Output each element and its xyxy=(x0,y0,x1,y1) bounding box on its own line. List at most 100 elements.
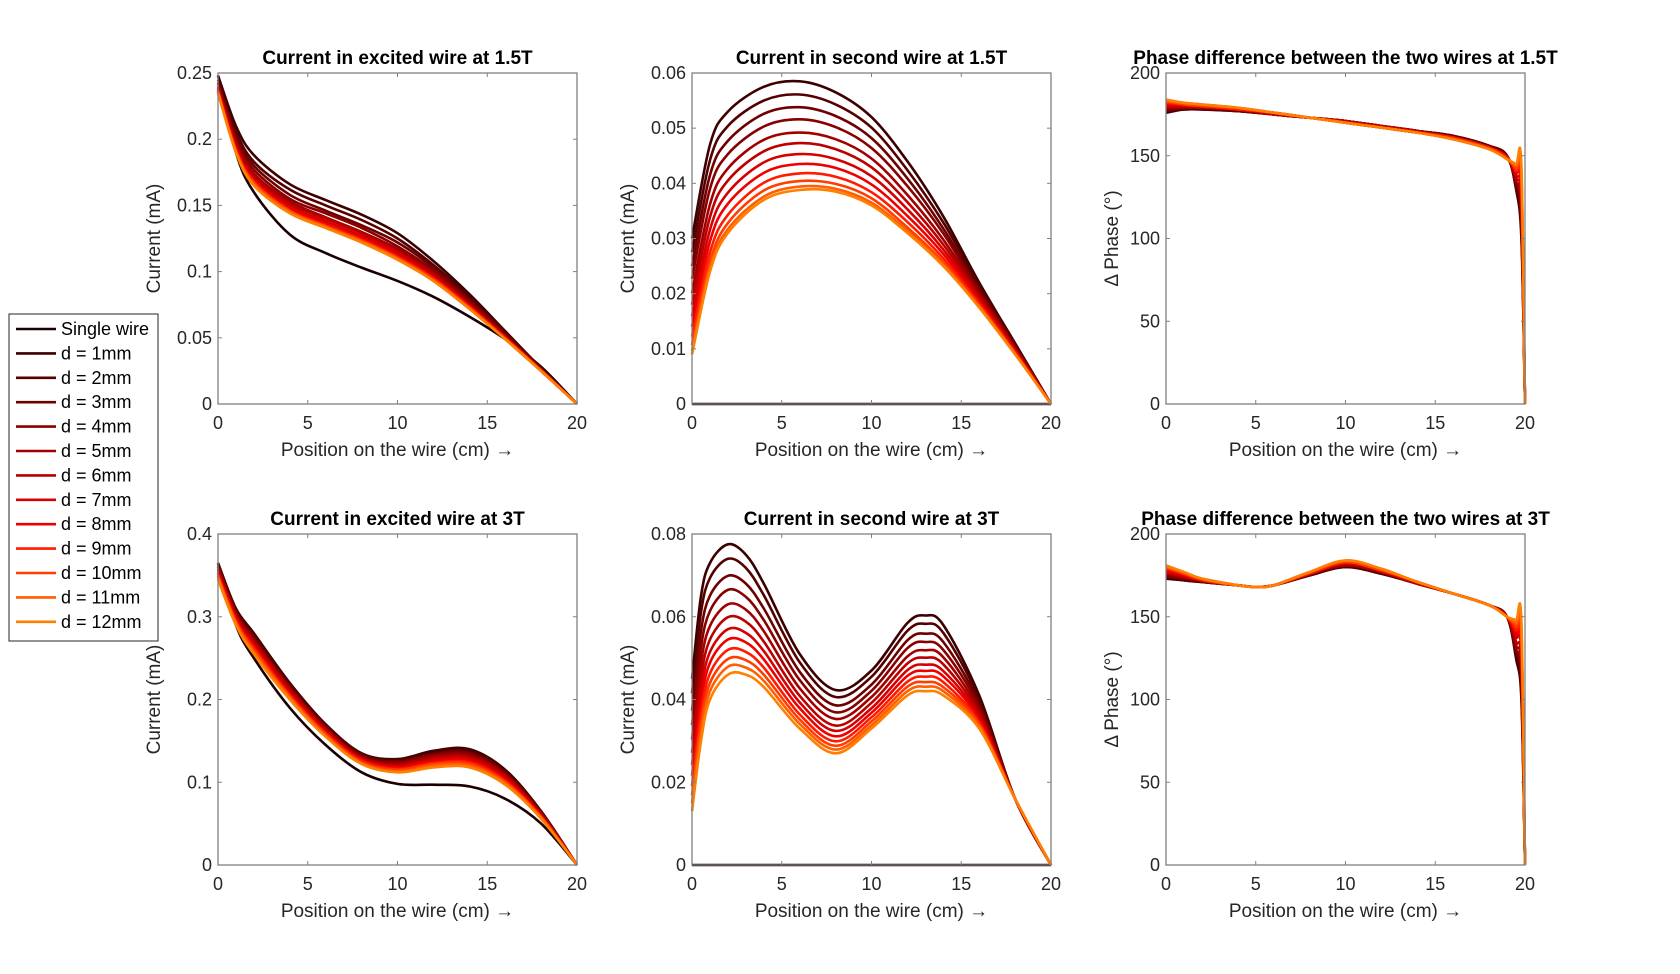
legend-label: d = 9mm xyxy=(61,539,132,559)
y-tick-label: 0.02 xyxy=(651,284,686,304)
y-tick-label: 0 xyxy=(202,855,212,875)
y-tick-label: 50 xyxy=(1140,311,1160,331)
chart-title: Current in excited wire at 3T xyxy=(270,509,525,530)
y-axis-label: Δ Phase (°) xyxy=(1102,190,1123,286)
legend-label: Single wire xyxy=(61,319,149,339)
legend-item: d = 2mm xyxy=(16,368,132,388)
plot-area xyxy=(1166,534,1525,865)
legend-label: d = 12mm xyxy=(61,612,142,632)
y-tick-label: 100 xyxy=(1130,690,1160,710)
legend-label: d = 6mm xyxy=(61,465,132,485)
x-tick-label: 5 xyxy=(777,874,787,894)
y-tick-label: 0.05 xyxy=(651,118,686,138)
chart-title: Current in second wire at 3T xyxy=(744,509,1000,530)
chart-title: Phase difference between the two wires a… xyxy=(1133,48,1558,69)
legend-item: d = 8mm xyxy=(16,514,132,534)
x-tick-label: 20 xyxy=(567,413,587,433)
series-line-d-5mm xyxy=(690,131,1053,405)
legend-label: d = 8mm xyxy=(61,514,132,534)
legend-box xyxy=(8,313,159,642)
y-tick-label: 0 xyxy=(1150,855,1160,875)
legend-item: d = 4mm xyxy=(16,417,132,437)
legend-item: d = 12mm xyxy=(16,612,142,632)
series-lines xyxy=(1165,559,1527,866)
chart-title: Phase difference between the two wires a… xyxy=(1141,509,1550,530)
y-tick-label: 200 xyxy=(1130,524,1160,544)
legend-label: d = 7mm xyxy=(61,490,132,510)
x-tick-label: 10 xyxy=(387,413,407,433)
y-tick-label: 0.2 xyxy=(187,690,212,710)
series-lines xyxy=(690,79,1053,406)
x-tick-label: 0 xyxy=(687,874,697,894)
legend-label: d = 11mm xyxy=(61,587,140,607)
series-line-d-2mm xyxy=(690,93,1053,405)
series-line-d-4mm xyxy=(690,587,1053,866)
y-tick-label: 50 xyxy=(1140,772,1160,792)
y-tick-label: 0.1 xyxy=(187,262,212,282)
y-axis-label: Δ Phase (°) xyxy=(1102,651,1123,747)
x-tick-label: 15 xyxy=(477,413,497,433)
legend-item: d = 3mm xyxy=(16,392,132,412)
y-tick-label: 0.1 xyxy=(187,772,212,792)
y-tick-label: 0.02 xyxy=(651,772,686,792)
y-axis-label: Current (mA) xyxy=(618,645,639,755)
x-tick-label: 20 xyxy=(1041,413,1061,433)
x-tick-label: 15 xyxy=(951,413,971,433)
x-tick-label: 10 xyxy=(1335,874,1355,894)
y-tick-label: 0.3 xyxy=(187,607,212,627)
x-tick-label: 5 xyxy=(1251,874,1261,894)
y-tick-label: 150 xyxy=(1130,146,1160,166)
legend-label: d = 3mm xyxy=(61,392,132,412)
legend-label: d = 5mm xyxy=(61,441,132,461)
series-line-d-12mm xyxy=(216,92,578,405)
legend-item: d = 7mm xyxy=(16,490,132,510)
y-tick-label: 0 xyxy=(202,394,212,414)
x-tick-label: 10 xyxy=(861,874,881,894)
subplot-1: 0 5 10 15 20 0 0.05 0.1 0.15 0.2 0.25 Current in ex… xyxy=(144,48,587,461)
x-tick-label: 5 xyxy=(777,413,787,433)
y-tick-label: 0.06 xyxy=(651,607,686,627)
x-axis-label: Position on the wire (cm) → xyxy=(1229,440,1462,461)
legend-item: d = 5mm xyxy=(16,441,132,461)
legend: Single wire d = 1mm d = 2mm d = 3mm d = 4mm d… xyxy=(8,313,159,642)
x-tick-label: 20 xyxy=(1515,413,1535,433)
x-tick-label: 5 xyxy=(303,413,313,433)
y-tick-label: 0 xyxy=(676,394,686,414)
y-tick-label: 0 xyxy=(676,855,686,875)
legend-label: d = 10mm xyxy=(61,563,142,583)
x-tick-label: 0 xyxy=(687,413,697,433)
series-line-d-5mm xyxy=(690,602,1053,866)
y-tick-label: 0.08 xyxy=(651,524,686,544)
series-line-single-wire xyxy=(216,562,578,866)
y-tick-label: 0.4 xyxy=(187,524,212,544)
x-axis-label: Position on the wire (cm) → xyxy=(281,901,514,922)
series-line-d-8mm xyxy=(690,636,1053,866)
y-tick-label: 0.15 xyxy=(177,195,212,215)
series-lines xyxy=(216,75,578,405)
series-line-d-12mm xyxy=(1165,559,1527,866)
x-tick-label: 10 xyxy=(1335,413,1355,433)
x-tick-label: 20 xyxy=(1515,874,1535,894)
x-tick-label: 0 xyxy=(213,874,223,894)
y-tick-label: 0 xyxy=(1150,394,1160,414)
legend-item: d = 6mm xyxy=(16,465,132,485)
x-tick-label: 0 xyxy=(213,413,223,433)
y-tick-label: 200 xyxy=(1130,63,1160,83)
series-line-d-6mm xyxy=(690,614,1053,866)
x-tick-label: 5 xyxy=(303,874,313,894)
y-axis-label: Current (mA) xyxy=(144,645,165,755)
y-tick-label: 0.04 xyxy=(651,690,686,710)
x-tick-label: 15 xyxy=(477,874,497,894)
plot-area xyxy=(1166,73,1525,404)
x-tick-label: 15 xyxy=(951,874,971,894)
x-tick-label: 10 xyxy=(387,874,407,894)
legend-item: d = 9mm xyxy=(16,539,132,559)
legend-label: d = 2mm xyxy=(61,368,132,388)
x-axis-label: Position on the wire (cm) → xyxy=(755,901,988,922)
chart-title: Current in excited wire at 1.5T xyxy=(262,48,533,69)
series-lines xyxy=(1165,98,1527,405)
